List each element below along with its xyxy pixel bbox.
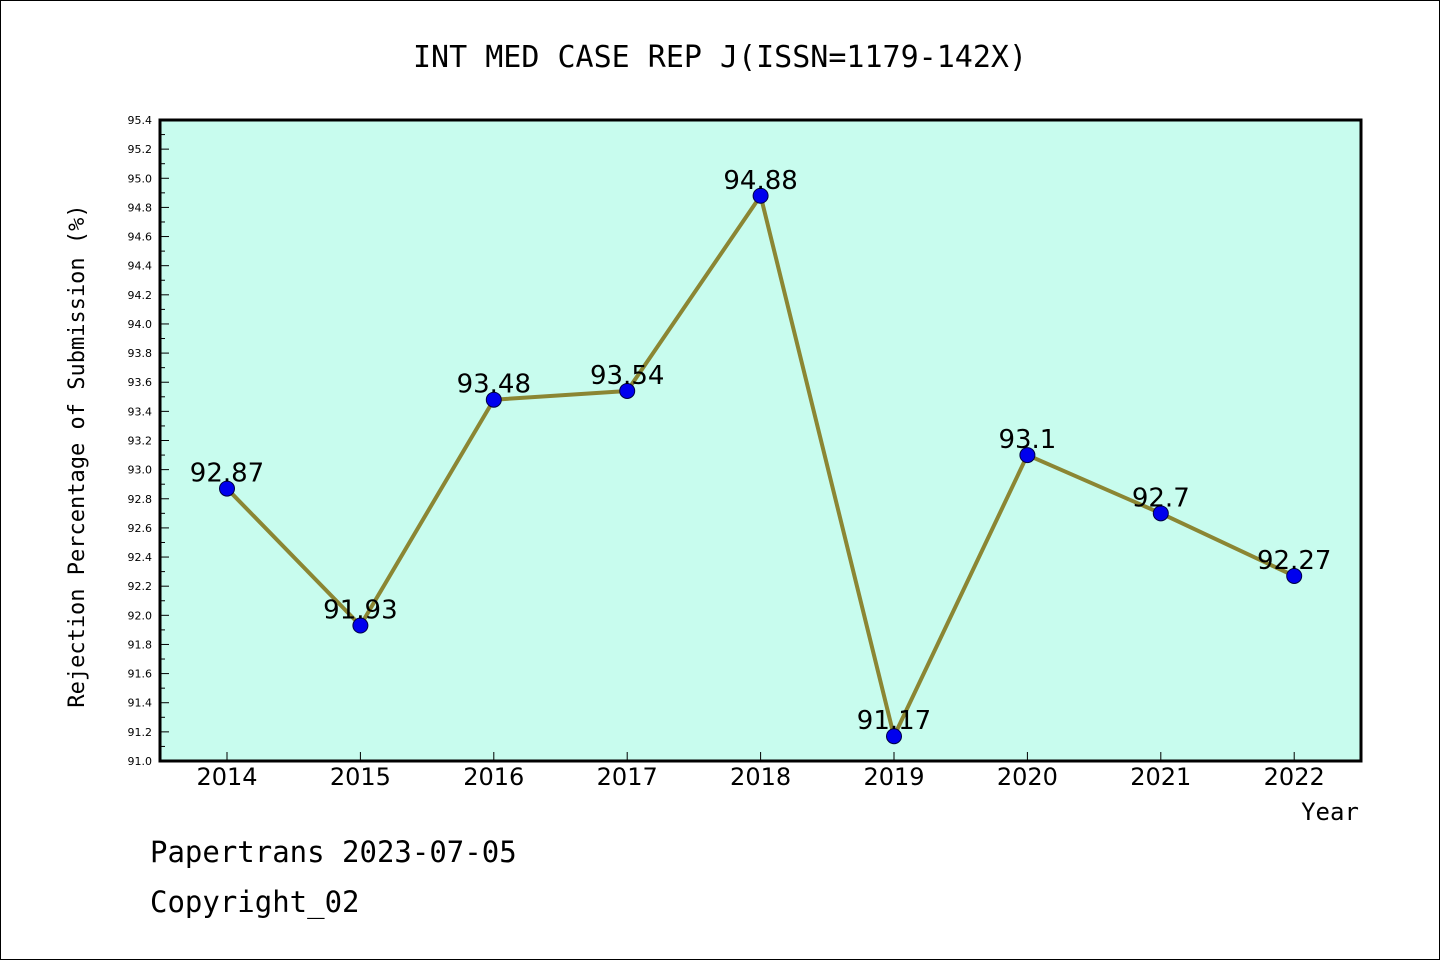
data-point <box>352 617 369 634</box>
data-label: 91.17 <box>857 706 931 736</box>
data-label: 92.7 <box>1132 483 1190 513</box>
data-point <box>1286 567 1303 584</box>
y-tick-label: 91.2 <box>128 726 153 739</box>
y-tick-label: 91.4 <box>128 697 153 710</box>
y-tick-label: 92.6 <box>128 522 153 535</box>
data-label: 91.93 <box>323 596 397 626</box>
x-axis-label: Year <box>1301 798 1359 826</box>
y-tick-label: 95.2 <box>128 143 153 156</box>
y-tick-label: 93.6 <box>128 376 153 389</box>
data-label: 94.88 <box>723 166 797 196</box>
y-tick-label: 95.0 <box>128 172 153 185</box>
y-tick-label: 91.8 <box>128 638 153 651</box>
y-tick-label: 92.0 <box>128 609 153 622</box>
y-tick-label: 94.2 <box>128 289 153 302</box>
x-tick-label: 2016 <box>463 763 524 791</box>
series-group: 92.87 91.93 93.48 93.54 94.88 91.17 93.1 92.7 92… <box>190 166 1331 745</box>
y-tick-label: 92.2 <box>128 580 153 593</box>
plot-area <box>160 120 1361 761</box>
y-axis-label: Rejection Percentage of Submission (%) <box>65 204 90 707</box>
plot-border <box>158 118 1363 763</box>
x-tick-label: 2017 <box>597 763 658 791</box>
y-tick-label: 93.0 <box>128 464 153 477</box>
data-label: 93.54 <box>590 361 664 391</box>
y-tick-label: 94.4 <box>128 260 153 273</box>
x-tick-label: 2014 <box>196 763 257 791</box>
footer-date: Papertrans 2023-07-05 <box>150 835 517 869</box>
x-axis-ticks: 2014 2015 2016 2017 2018 2019 2020 2021 2022 <box>196 752 1325 791</box>
x-tick-label: 2020 <box>997 763 1058 791</box>
y-tick-label: 94.6 <box>128 231 153 244</box>
data-point <box>619 382 636 399</box>
y-tick-label: 94.8 <box>128 201 153 214</box>
data-label: 92.87 <box>190 459 264 489</box>
data-label: 92.27 <box>1257 546 1331 576</box>
footer-copyright: Copyright_02 <box>150 885 360 919</box>
x-tick-label: 2022 <box>1264 763 1325 791</box>
y-tick-label: 92.4 <box>128 551 153 564</box>
data-label: 93.1 <box>998 425 1056 455</box>
x-tick-label: 2021 <box>1130 763 1191 791</box>
y-tick-label: 91.0 <box>128 755 153 768</box>
data-point <box>752 187 769 204</box>
data-label: 93.48 <box>457 370 531 400</box>
x-tick-label: 2019 <box>863 763 924 791</box>
data-point <box>1152 505 1169 522</box>
y-tick-label: 93.2 <box>128 435 153 448</box>
y-tick-label: 95.4 <box>128 114 153 127</box>
data-point <box>219 480 235 497</box>
data-point <box>886 728 902 745</box>
data-point <box>1019 447 1036 464</box>
y-tick-label: 92.8 <box>128 493 153 506</box>
y-tick-label: 94.0 <box>128 318 153 331</box>
x-tick-label: 2018 <box>730 763 791 791</box>
y-tick-label: 91.6 <box>128 668 153 681</box>
y-tick-label: 93.4 <box>128 405 153 418</box>
x-tick-label: 2015 <box>330 763 391 791</box>
y-tick-label: 93.8 <box>128 347 153 360</box>
data-point <box>485 391 502 408</box>
chart-title: INT MED CASE REP J(ISSN=1179-142X) <box>413 40 1027 75</box>
